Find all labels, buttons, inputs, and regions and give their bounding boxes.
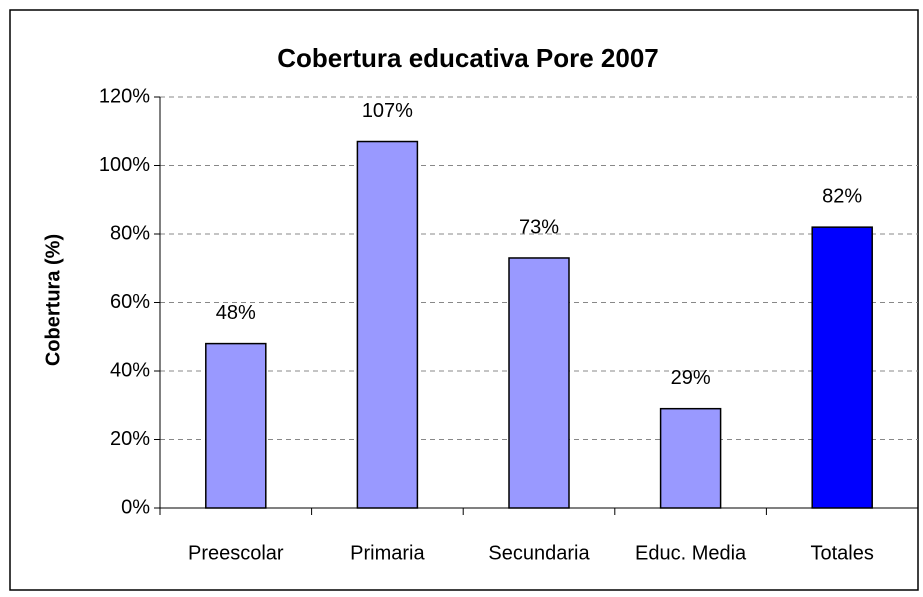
chart-title: Cobertura educativa Pore 2007 [277, 43, 659, 73]
x-tick-label: Preescolar [188, 542, 284, 564]
x-tick-label: Secundaria [488, 542, 590, 564]
y-tick-label: 120% [99, 85, 150, 107]
y-tick-label: 20% [110, 428, 150, 450]
y-tick-label: 100% [99, 154, 150, 176]
x-tick-label: Educ. Media [635, 542, 747, 564]
y-tick-label: 0% [121, 496, 150, 518]
bar [205, 342, 267, 509]
bar [508, 257, 570, 509]
x-tick-label: Totales [811, 542, 874, 564]
data-label: 29% [671, 367, 711, 389]
data-label: 82% [822, 185, 862, 207]
bar [811, 226, 873, 509]
bar [659, 407, 722, 509]
y-axis-label: Cobertura (%) [42, 234, 64, 366]
data-label: 48% [216, 302, 256, 324]
chart-border [9, 9, 919, 591]
bar [356, 140, 419, 509]
data-label: 107% [362, 100, 413, 122]
x-tick-label: Primaria [350, 542, 425, 564]
y-tick-label: 80% [110, 222, 150, 244]
data-label: 73% [519, 216, 559, 238]
y-tick-label: 40% [110, 359, 150, 381]
y-tick-label: 60% [110, 291, 150, 313]
